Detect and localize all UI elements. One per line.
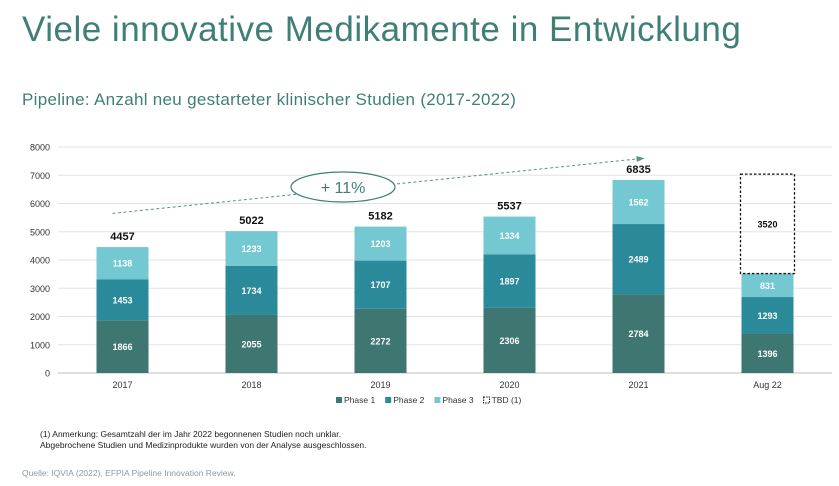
data-label: 1866 (112, 342, 132, 352)
data-label: 2055 (241, 339, 261, 349)
growth-label: + 11% (321, 180, 366, 197)
data-label: 1396 (757, 349, 777, 359)
bar-phase-2-aug-22 (741, 297, 794, 334)
data-label: 831 (760, 281, 775, 291)
data-label: 1334 (499, 231, 519, 241)
chart-subtitle: Pipeline: Anzahl neu gestarteter klinisc… (22, 90, 517, 109)
y-tick-label: 1000 (30, 340, 50, 350)
y-tick-label: 3000 (30, 284, 50, 294)
data-label: 1233 (241, 244, 261, 254)
total-label: 5537 (497, 201, 521, 213)
y-tick-label: 4000 (30, 256, 50, 266)
data-label: 2272 (370, 336, 390, 346)
y-tick-label: 5000 (30, 227, 50, 237)
legend-label-phase-3: Phase 3 (442, 395, 473, 405)
bar-phase-2-2018 (225, 265, 278, 315)
x-tick-label: Aug 22 (753, 380, 782, 390)
y-tick-label: 6000 (30, 199, 50, 209)
x-tick-label: 2018 (241, 380, 261, 390)
stacked-bar-chart: 0 1000 2000 3000 4000 5000 6000 7000 8000 1866 145… (30, 143, 832, 405)
bar-phase-3-2018 (225, 231, 278, 266)
bar-phase-2-2020 (483, 254, 536, 308)
footnote-line-1: (1) Anmerkung: Gesamtzahl der im Jahr 20… (40, 429, 341, 439)
x-tick-label: 2019 (370, 380, 390, 390)
legend-swatch-phase-1 (336, 397, 342, 403)
bar-tbd-1-aug-22 (739, 173, 796, 275)
y-tick-label: 8000 (30, 143, 50, 153)
bar-phase-1-aug-22 (741, 333, 794, 373)
x-tick-label: 2021 (628, 380, 648, 390)
data-label: 1203 (370, 239, 390, 249)
y-tick-label: 0 (45, 369, 50, 379)
total-label: 5022 (239, 215, 263, 227)
data-label: 2489 (628, 255, 648, 265)
legend-label-phase-2: Phase 2 (393, 395, 424, 405)
total-label: 5182 (368, 211, 392, 223)
legend-swatch-phase-3 (434, 397, 441, 403)
bar-phase-3-2017 (96, 247, 149, 280)
y-tick-label: 2000 (30, 312, 50, 322)
data-label: 1707 (370, 280, 390, 290)
bar-phase-1-2018 (225, 314, 278, 373)
bar-phase-2-2021 (612, 224, 665, 295)
data-label: 1562 (628, 197, 648, 207)
data-label: 1734 (241, 286, 261, 296)
data-label: 1138 (113, 259, 133, 269)
source-note: Quelle: IQVIA (2022), EFPIA Pipeline Inn… (22, 468, 236, 478)
bar-phase-2-2019 (354, 260, 407, 309)
legend-label-phase-1: Phase 1 (344, 395, 375, 405)
legend-swatch-tbd-1 (483, 396, 491, 404)
x-tick-label: 2017 (112, 380, 132, 390)
data-label: 3520 (757, 219, 777, 229)
bar-phase-1-2017 (96, 320, 149, 373)
legend-label-tbd-1: TBD (1) (492, 395, 522, 405)
bar-phase-1-2021 (612, 294, 665, 373)
bar-phase-3-aug-22 (741, 273, 794, 298)
bar-phase-3-2021 (612, 179, 665, 225)
data-label: 2784 (628, 329, 648, 339)
bar-phase-1-2020 (483, 307, 536, 373)
bar-phase-2-2017 (96, 279, 149, 321)
y-tick-label: 7000 (30, 171, 50, 181)
legend-swatch-phase-2 (385, 397, 392, 403)
page-title: Viele innovative Medikamente in Entwickl… (22, 10, 742, 49)
data-label: 1293 (757, 311, 777, 321)
data-label: 1453 (112, 295, 132, 305)
footnote-line-2: Abgebrochene Studien und Medizinprodukte… (40, 440, 367, 450)
bar-phase-1-2019 (354, 308, 407, 373)
data-label: 1897 (499, 277, 519, 287)
total-label: 6835 (626, 164, 650, 176)
total-label: 4457 (110, 231, 134, 243)
data-label: 2306 (499, 336, 519, 346)
footnote: (1) Anmerkung: Gesamtzahl der im Jahr 20… (40, 429, 367, 451)
bar-phase-3-2019 (354, 226, 407, 261)
x-tick-label: 2020 (499, 380, 519, 390)
growth-ellipse (290, 171, 396, 203)
bar-phase-3-2020 (483, 216, 536, 255)
